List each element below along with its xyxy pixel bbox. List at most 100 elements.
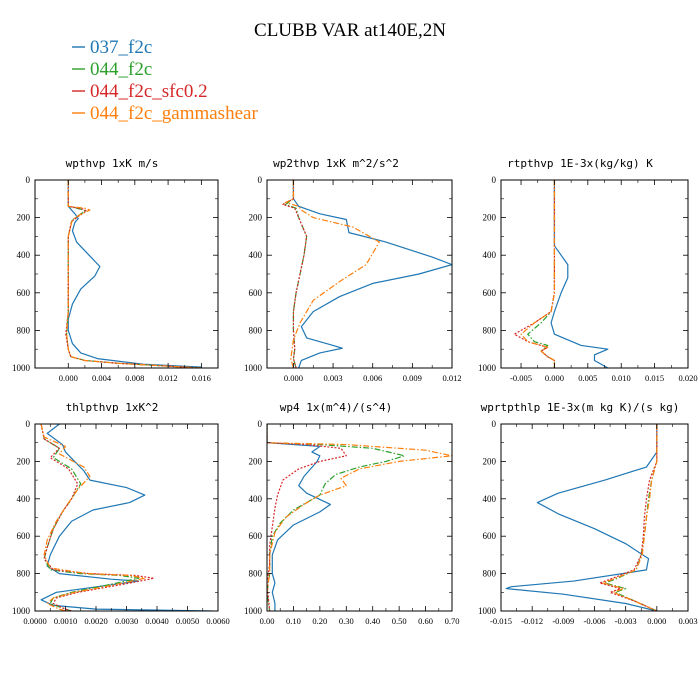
x-tick-label: 0.70: [445, 616, 460, 626]
y-tick-label: 0: [258, 175, 263, 185]
x-tick-label: 0.006: [363, 373, 382, 383]
y-tick-label: 0: [492, 175, 497, 185]
x-tick-label: 0.0000: [23, 616, 46, 626]
x-tick-label: 0.10: [286, 616, 301, 626]
y-tick-label: 1000: [244, 606, 263, 616]
y-tick-label: 0: [258, 419, 263, 429]
panel-title: wp4 1x(m^4)/(s^4): [280, 401, 393, 414]
legend-label: 044_f2c: [90, 59, 152, 80]
plot-frame: [500, 423, 689, 612]
y-tick-label: 600: [17, 288, 31, 298]
y-tick-label: 600: [483, 288, 497, 298]
series-line-044_f2c_sfc0.2: [267, 424, 347, 611]
series-line-044_f2c: [40, 424, 140, 611]
panel-title: wprtpthlp 1E-3x(m kg K)/(s kg): [481, 401, 680, 414]
panel-3: rtpthvp 1E-3x(kg/kg) K 0 200 400 600 800 1000 -…: [478, 157, 698, 383]
panel-title: thlpthvp 1xK^2: [66, 401, 159, 414]
x-tick-label: 0.0050: [176, 616, 199, 626]
series-line-044_f2c_gammashear: [267, 424, 452, 611]
series-line-044_f2c_sfc0.2: [40, 424, 155, 611]
x-tick-label: 0.010: [612, 373, 631, 383]
y-tick-label: 200: [17, 213, 31, 223]
x-tick-label: 0.0060: [206, 616, 229, 626]
series-line-044_f2c_gammashear: [66, 180, 202, 368]
x-tick-label: -0.009: [552, 616, 574, 626]
y-tick-label: 1000: [478, 606, 497, 616]
y-tick-label: 0: [26, 175, 31, 185]
series-line-044_f2c_gammashear: [284, 180, 380, 368]
series-line-044_f2c: [66, 180, 202, 368]
y-tick-label: 400: [17, 250, 31, 260]
plot-frame: [34, 179, 219, 369]
x-tick-label: 0.008: [125, 373, 144, 383]
panel-title: rtpthvp 1E-3x(kg/kg) K: [507, 157, 653, 170]
x-tick-label: 0.000: [284, 373, 303, 383]
y-tick-label: 400: [483, 494, 497, 504]
legend-label: 044_f2c_sfc0.2: [90, 81, 208, 102]
panel-6: wprtpthlp 1E-3x(m kg K)/(s kg) 0 200 400 600…: [478, 401, 698, 626]
x-tick-label: 0.012: [159, 373, 178, 383]
y-tick-label: 0: [26, 419, 31, 429]
plot-frame: [266, 423, 453, 612]
panel-title: wpthvp 1xK m/s: [66, 157, 159, 170]
series-line-037_f2c: [550, 180, 609, 368]
x-tick-label: 0.016: [192, 373, 211, 383]
y-tick-label: 400: [249, 250, 263, 260]
series-line-044_f2c: [527, 180, 556, 368]
y-tick-label: 1000: [244, 363, 263, 373]
y-tick-label: 200: [249, 213, 263, 223]
y-tick-label: 800: [483, 569, 497, 579]
series-line-044_f2c_gammashear: [40, 424, 146, 611]
y-tick-label: 200: [249, 456, 263, 466]
y-tick-label: 600: [249, 531, 263, 541]
series-line-044_f2c: [267, 424, 406, 611]
series-line-044_f2c_sfc0.2: [282, 180, 308, 368]
y-tick-label: 400: [249, 494, 263, 504]
x-tick-label: 0.000: [647, 616, 666, 626]
series-line-037_f2c: [292, 180, 452, 368]
series-line-044_f2c: [604, 424, 658, 611]
x-tick-label: 0.000: [545, 373, 564, 383]
x-tick-label: 0.00: [260, 616, 275, 626]
y-tick-label: 600: [17, 531, 31, 541]
series-line-044_f2c_sfc0.2: [599, 424, 658, 611]
series-line-044_f2c_sfc0.2: [513, 180, 556, 368]
y-tick-label: 800: [17, 325, 31, 335]
x-tick-label: 0.0020: [84, 616, 107, 626]
y-tick-label: 400: [483, 250, 497, 260]
y-tick-label: 400: [17, 494, 31, 504]
y-tick-label: 600: [483, 531, 497, 541]
x-tick-label: 0.000: [59, 373, 78, 383]
x-tick-label: 0.20: [312, 616, 327, 626]
panel-2: wp2thvp 1xK m^2/s^2 0 200 400 600 800 1000 0.00…: [244, 157, 462, 383]
series-line-037_f2c: [40, 424, 212, 611]
x-tick-label: 0.015: [645, 373, 664, 383]
y-tick-label: 800: [483, 325, 497, 335]
y-tick-label: 800: [17, 569, 31, 579]
plot-frame: [500, 179, 689, 369]
x-tick-label: -0.012: [521, 616, 543, 626]
x-tick-label: 0.0010: [54, 616, 77, 626]
panel-1: wpthvp 1xK m/s 0 200 400 600 800 1000 0.000 0.00…: [12, 157, 219, 383]
x-tick-label: 0.012: [442, 373, 461, 383]
x-tick-label: 0.30: [339, 616, 354, 626]
x-tick-label: 0.50: [392, 616, 407, 626]
figure-title: CLUBB VAR at140E,2N: [254, 20, 446, 41]
series-line-044_f2c_sfc0.2: [65, 180, 202, 368]
x-tick-label: -0.015: [490, 616, 512, 626]
x-tick-label: 0.40: [365, 616, 380, 626]
x-tick-label: 0.005: [578, 373, 597, 383]
x-tick-label: -0.006: [584, 616, 606, 626]
panel-title: wp2thvp 1xK m^2/s^2: [273, 157, 399, 170]
x-tick-label: 0.0030: [115, 616, 138, 626]
legend-label: 037_f2c: [90, 37, 152, 58]
y-tick-label: 800: [249, 569, 263, 579]
y-tick-label: 200: [17, 456, 31, 466]
series-line-044_f2c_gammashear: [520, 180, 556, 368]
y-tick-label: 600: [249, 288, 263, 298]
y-tick-label: 1000: [478, 363, 497, 373]
x-tick-label: 0.60: [418, 616, 433, 626]
